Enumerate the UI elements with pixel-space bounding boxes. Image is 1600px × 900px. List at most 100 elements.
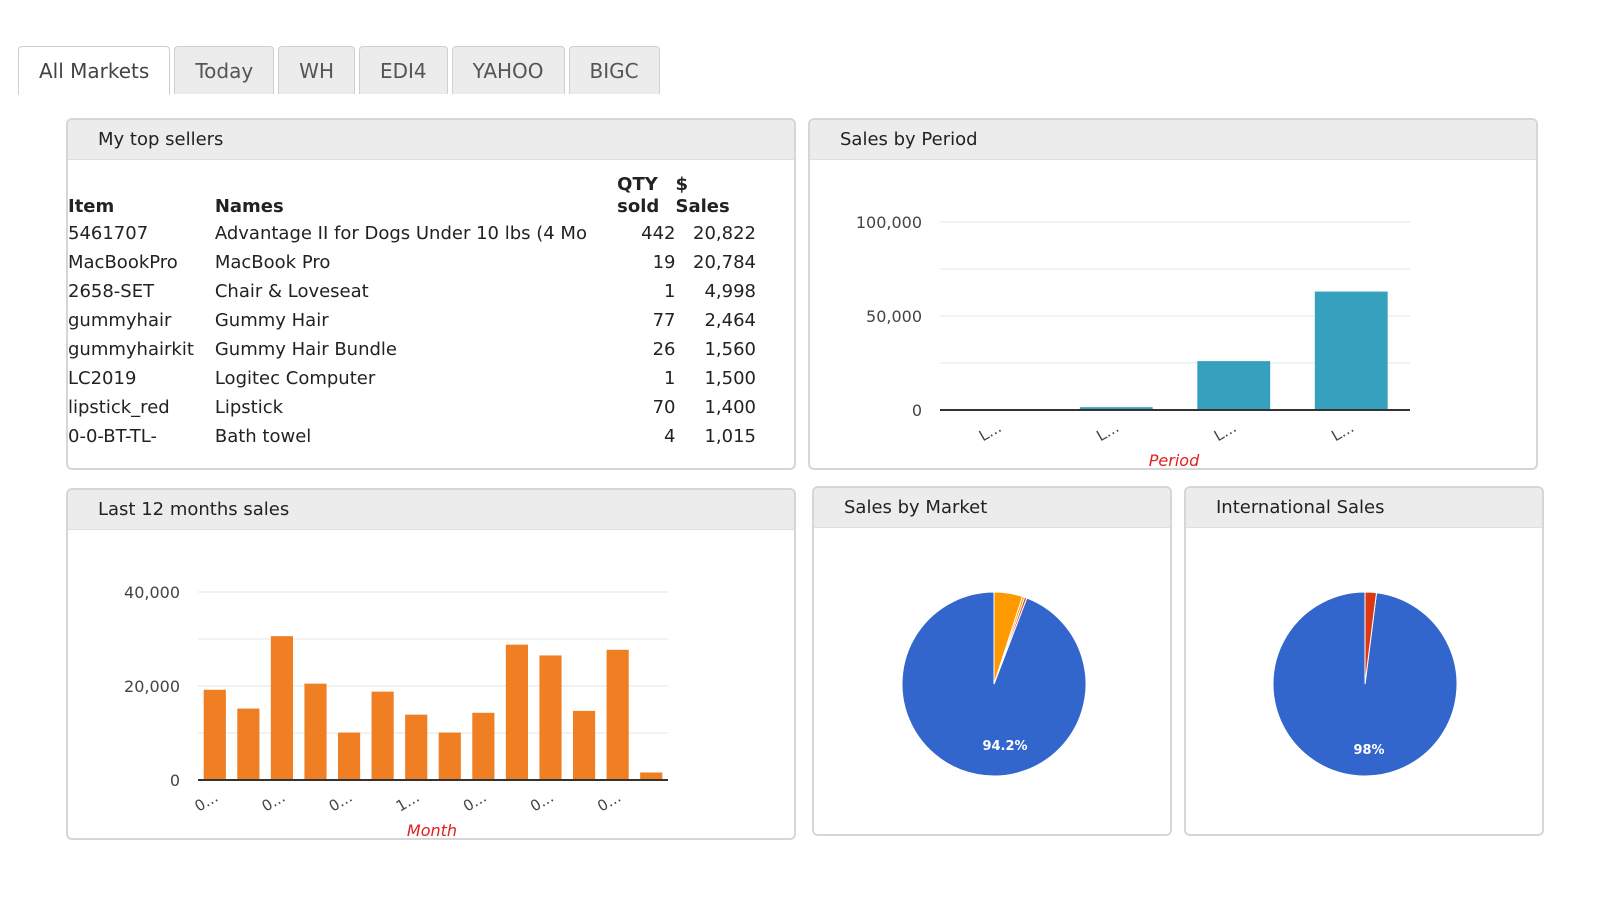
cell-sales: 20,822 bbox=[693, 223, 756, 244]
x-axis-title: Month bbox=[407, 821, 457, 838]
international-sales-panel: International Sales 98% bbox=[1184, 486, 1544, 836]
last-12-months-panel: Last 12 months sales 0 20,000 40,000 0... 0.… bbox=[66, 488, 796, 840]
tab-wh[interactable]: WH bbox=[278, 46, 355, 94]
cell-name: Gummy Hair bbox=[214, 310, 329, 331]
table-row[interactable]: MacBookPro MacBook Pro 19 20,784 bbox=[68, 249, 756, 278]
y-tick-label: 100,000 bbox=[856, 213, 922, 232]
bar[interactable] bbox=[337, 732, 361, 780]
tab-today[interactable]: Today bbox=[174, 46, 275, 94]
table-row[interactable]: 0-0-BT-TL- Bath towel 4 1,015 bbox=[68, 423, 756, 452]
last-12-months-body: 0 20,000 40,000 0... 0... 0... 1... 0... 0... 0..… bbox=[68, 530, 794, 838]
tab-bigc[interactable]: BIGC bbox=[568, 46, 660, 94]
international-sales-title: International Sales bbox=[1186, 488, 1542, 528]
top-sellers-rows: 5461707 Advantage II for Dogs Under 10 lb… bbox=[68, 220, 756, 452]
cell-item: lipstick_red bbox=[68, 397, 170, 418]
cell-qty: 442 bbox=[641, 223, 676, 244]
cell-sales: 2,464 bbox=[704, 310, 756, 331]
x-tick-label: 0... bbox=[191, 788, 221, 816]
bar[interactable] bbox=[539, 655, 562, 780]
table-row[interactable]: gummyhairkit Gummy Hair Bundle 26 1,560 bbox=[68, 336, 756, 365]
bar[interactable] bbox=[371, 691, 394, 780]
column-header-sales[interactable]: $ Sales bbox=[676, 170, 757, 220]
bar[interactable] bbox=[304, 683, 327, 780]
table-row[interactable]: LC2019 Logitec Computer 1 1,500 bbox=[68, 365, 756, 394]
top-sellers-table-wrap: Item Names QTY sold $ Sales 5461707 Advan… bbox=[68, 170, 756, 468]
y-tick-label: 50,000 bbox=[866, 307, 922, 326]
sales-by-period-title: Sales by Period bbox=[810, 120, 1536, 160]
table-header-row: Item Names QTY sold $ Sales bbox=[68, 170, 756, 220]
y-tick-label: 40,000 bbox=[124, 583, 180, 602]
bar[interactable] bbox=[203, 689, 226, 780]
sales-by-period-chart: 0 50,000 100,000 L... L... L... L... Period bbox=[856, 213, 1410, 468]
top-sellers-panel: My top sellers Item Names QTY sold $ Sal… bbox=[66, 118, 796, 470]
cell-item: gummyhair bbox=[68, 310, 172, 331]
sales-by-period-body: 0 50,000 100,000 L... L... L... L... Period bbox=[810, 160, 1536, 468]
bar[interactable] bbox=[438, 732, 461, 780]
bar[interactable] bbox=[572, 710, 596, 780]
bar[interactable] bbox=[270, 636, 294, 780]
table-row[interactable]: lipstick_red Lipstick 70 1,400 bbox=[68, 394, 756, 423]
last-12-months-chart: 0 20,000 40,000 0... 0... 0... 1... 0... 0... 0..… bbox=[124, 583, 668, 838]
bar[interactable] bbox=[1197, 361, 1271, 410]
tab-all-markets[interactable]: All Markets bbox=[18, 46, 171, 95]
table-row[interactable]: 2658-SET Chair & Loveseat 1 4,998 bbox=[68, 278, 756, 307]
international-sales-body: 98% bbox=[1186, 528, 1542, 834]
tab-yahoo[interactable]: YAHOO bbox=[451, 46, 565, 94]
cell-qty: 77 bbox=[652, 310, 676, 331]
sales-by-market-body: 94.2% bbox=[814, 528, 1170, 834]
sales-by-market-panel: Sales by Market 94.2% bbox=[812, 486, 1172, 836]
cell-name: MacBook Pro bbox=[214, 252, 331, 273]
column-header-qty[interactable]: QTY sold bbox=[617, 170, 675, 220]
bar[interactable] bbox=[1314, 291, 1388, 410]
sales-header-line1: $ bbox=[675, 174, 689, 195]
cell-name: Bath towel bbox=[214, 426, 312, 447]
qty-header-line2: sold bbox=[617, 196, 660, 217]
cell-item: LC2019 bbox=[68, 368, 137, 389]
column-header-names[interactable]: Names bbox=[214, 196, 284, 217]
x-tick-label: 1... bbox=[393, 788, 423, 816]
x-tick-label: L... bbox=[1093, 418, 1122, 445]
cell-item: gummyhairkit bbox=[68, 339, 194, 360]
table-row[interactable]: 5461707 Advantage II for Dogs Under 10 lb… bbox=[68, 220, 756, 249]
y-tick-label: 0 bbox=[912, 401, 922, 420]
cell-name: Lipstick bbox=[214, 397, 284, 418]
cell-qty: 4 bbox=[664, 426, 676, 447]
cell-qty: 70 bbox=[652, 397, 676, 418]
cell-item: MacBookPro bbox=[68, 252, 178, 273]
bar[interactable] bbox=[505, 644, 529, 780]
column-header-item[interactable]: Item bbox=[68, 196, 115, 217]
cell-name: Gummy Hair Bundle bbox=[214, 339, 397, 360]
sales-by-period-panel: Sales by Period 0 50,000 100,000 L... L... L.… bbox=[808, 118, 1538, 470]
top-sellers-body: Item Names QTY sold $ Sales 5461707 Advan… bbox=[68, 160, 794, 468]
x-tick-label: L... bbox=[1328, 418, 1357, 445]
bar[interactable] bbox=[1079, 407, 1153, 410]
cell-sales: 1,015 bbox=[704, 426, 756, 447]
cell-sales: 20,784 bbox=[693, 252, 756, 273]
bar[interactable] bbox=[472, 712, 495, 780]
bar[interactable] bbox=[405, 714, 428, 780]
x-axis-title: Period bbox=[1149, 451, 1200, 468]
cell-qty: 1 bbox=[664, 281, 676, 302]
bar[interactable] bbox=[237, 708, 260, 780]
cell-sales: 4,998 bbox=[704, 281, 756, 302]
international-sales-chart: 98% bbox=[1272, 591, 1458, 777]
cell-qty: 19 bbox=[652, 252, 676, 273]
table-row[interactable]: gummyhair Gummy Hair 77 2,464 bbox=[68, 307, 756, 336]
cell-item: 5461707 bbox=[68, 223, 149, 244]
cell-sales: 1,500 bbox=[704, 368, 756, 389]
cell-item: 0-0-BT-TL- bbox=[68, 426, 157, 447]
top-sellers-table: Item Names QTY sold $ Sales 5461707 Advan… bbox=[68, 170, 756, 452]
cell-sales: 1,400 bbox=[704, 397, 756, 418]
tab-edi4[interactable]: EDI4 bbox=[359, 46, 448, 94]
last-12-months-title: Last 12 months sales bbox=[68, 490, 794, 530]
cell-qty: 26 bbox=[652, 339, 676, 360]
y-tick-label: 20,000 bbox=[124, 677, 180, 696]
pie-slice[interactable] bbox=[1364, 591, 1378, 685]
sales-by-market-title: Sales by Market bbox=[814, 488, 1170, 528]
pie-slice[interactable] bbox=[993, 591, 1024, 685]
cell-qty: 1 bbox=[664, 368, 676, 389]
x-tick-label: L... bbox=[1211, 418, 1240, 445]
bar[interactable] bbox=[606, 649, 629, 780]
y-tick-label: 0 bbox=[170, 771, 180, 790]
bar[interactable] bbox=[640, 772, 663, 780]
